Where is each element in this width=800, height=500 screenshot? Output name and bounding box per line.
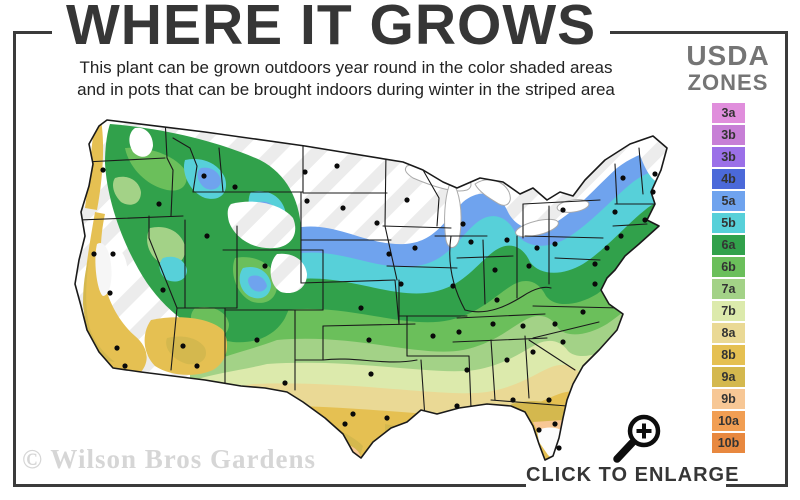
legend-zone-label: 6b (721, 260, 736, 274)
legend-zone-label: 8b (721, 348, 736, 362)
legend-zone-5a-4: 5a (712, 191, 745, 211)
legend-zone-10b-15: 10b (712, 433, 745, 453)
watermark: © Wilson Bros Gardens (22, 444, 316, 474)
legend-zone-9b-13: 9b (712, 389, 745, 409)
us-map-outline (74, 119, 668, 461)
legend-zone-7b-9: 7b (712, 301, 745, 321)
legend-zone-label: 6a (721, 238, 736, 252)
us-hardiness-zone-map[interactable] (55, 108, 675, 470)
legend-zone-label: 10b (717, 436, 740, 450)
state-borders (78, 120, 656, 419)
legend-zone-label: 3b (721, 150, 736, 164)
legend-zone-6a-6: 6a (712, 235, 745, 255)
legend-zone-3a-0: 3a (712, 103, 745, 123)
legend-zone-6b-7: 6b (712, 257, 745, 277)
subtitle-line-1: This plant can be grown outdoors year ro… (79, 58, 613, 77)
magnifier-icon[interactable] (608, 410, 666, 466)
legend-zone-8b-11: 8b (712, 345, 745, 365)
zone-color-layers (75, 120, 667, 460)
legend-zone-10a-14: 10a (712, 411, 745, 431)
legend-zone-8a-10: 8a (712, 323, 745, 343)
us-map-svg[interactable] (55, 108, 675, 470)
legend-heading-usda: USDA (686, 40, 770, 71)
legend-zone-3b-1: 3b (712, 125, 745, 145)
click-to-enlarge-button[interactable]: CLICK TO ENLARGE (526, 464, 740, 487)
legend-heading: USDA ZONES (676, 42, 780, 94)
legend-zone-4b-3: 4b (712, 169, 745, 189)
city-markers (91, 163, 658, 451)
legend-zone-label: 7a (721, 282, 736, 296)
legend-zone-5b-5: 5b (712, 213, 745, 233)
legend-zone-label: 4b (721, 172, 736, 186)
legend-zone-3b-2: 3b (712, 147, 745, 167)
legend-zones: 3a 3b 3b 4b 5a 5b 6a 6b 7a 7b 8a 8b 9a 9b 10a 10b (712, 103, 745, 453)
legend-zone-label: 9b (721, 392, 736, 406)
legend-zone-7a-8: 7a (712, 279, 745, 299)
legend-zone-label: 9a (721, 370, 736, 384)
legend-zone-label: 8a (721, 326, 736, 340)
legend-zone-label: 5a (721, 194, 736, 208)
usda-zones-legend: USDA ZONES 3a 3b 3b 4b 5a 5b 6a 6b 7a 7b 8a 8b 9a 9b 1… (676, 42, 780, 455)
legend-heading-zones: ZONES (687, 70, 769, 95)
subtitle: This plant can be grown outdoors year ro… (40, 57, 652, 101)
legend-zone-9a-12: 9a (712, 367, 745, 387)
legend-zone-label: 7b (721, 304, 736, 318)
legend-zone-label: 3b (721, 128, 736, 142)
legend-zone-label: 10a (718, 414, 739, 428)
page-title: WHERE IT GROWS (52, 0, 611, 58)
legend-zone-label: 5b (721, 216, 736, 230)
legend-zone-label: 3a (721, 106, 736, 120)
subtitle-line-2: and in pots that can be brought indoors … (77, 80, 615, 99)
